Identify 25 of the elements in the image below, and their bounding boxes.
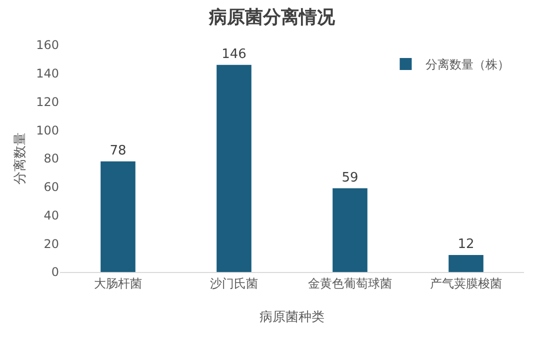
legend-label: 分离数量（株） [426,58,510,72]
y-tick-label: 80 [44,152,59,166]
y-tick-label: 160 [36,38,59,52]
y-tick-label: 0 [51,265,59,280]
x-tick-label: 大肠杆菌 [94,276,142,290]
x-axis-title: 病原菌种类 [260,310,324,325]
data-label: 59 [342,170,358,186]
y-tick-label: 20 [44,236,59,251]
data-label: 12 [458,236,474,252]
x-tick-label: 沙门氏菌 [210,276,258,290]
y-tick-label: 40 [44,208,59,222]
chart-title: 病原菌分离情况 [208,6,336,28]
y-tick-label: 120 [36,94,59,109]
data-label: 146 [222,46,246,62]
x-tick-label: 产气荚膜梭菌 [430,276,502,290]
x-tick-label: 金黄色葡萄球菌 [308,276,392,290]
y-tick-label: 100 [36,123,59,138]
y-axis-title: 分离数量 [12,132,28,184]
data-label: 78 [110,143,126,158]
bar [100,161,136,272]
bar [332,188,368,272]
y-tick-label: 140 [36,66,59,81]
y-tick-label: 60 [44,180,59,194]
bar [448,254,484,272]
bar [216,64,252,272]
